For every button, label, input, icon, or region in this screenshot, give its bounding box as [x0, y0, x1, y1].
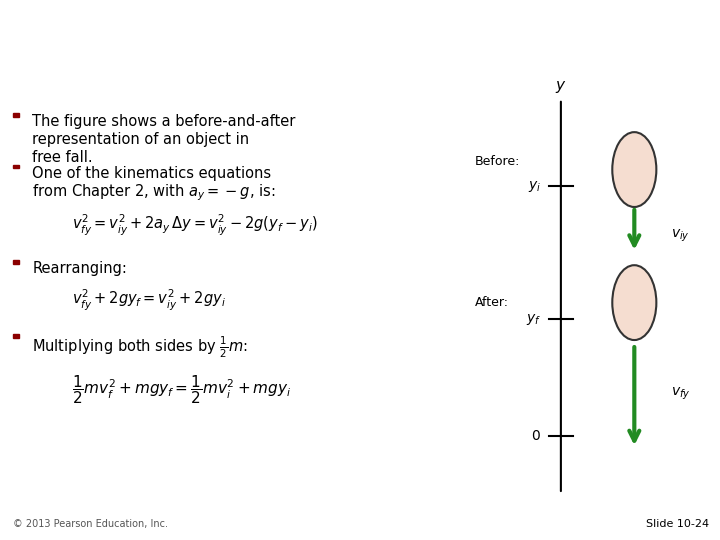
Text: representation of an object in: representation of an object in [32, 132, 250, 147]
Circle shape [612, 132, 657, 207]
Text: Kinetic Energy and Gravitational Potential: Kinetic Energy and Gravitational Potenti… [13, 25, 611, 49]
Text: $y_f$: $y_f$ [526, 312, 541, 327]
Text: $\dfrac{1}{2}mv_f^{2} + mgy_f = \dfrac{1}{2}mv_i^{2} + mgy_i$: $\dfrac{1}{2}mv_f^{2} + mgy_f = \dfrac{1… [72, 373, 292, 406]
Text: $y_i$: $y_i$ [528, 179, 541, 194]
Text: Slide 10-24: Slide 10-24 [646, 519, 709, 529]
Text: from Chapter 2, with $\mathit{a}_y = -g$, is:: from Chapter 2, with $\mathit{a}_y = -g$… [32, 183, 276, 204]
Text: $v_{fy}$: $v_{fy}$ [671, 386, 690, 402]
Circle shape [612, 265, 657, 340]
FancyBboxPatch shape [13, 334, 19, 338]
Text: $v_{fy}^{2} = v_{iy}^{2} + 2a_y\,\Delta y = v_{iy}^{2} - 2g(y_f - y_i)$: $v_{fy}^{2} = v_{iy}^{2} + 2a_y\,\Delta … [72, 213, 318, 238]
Text: The figure shows a before-and-after: The figure shows a before-and-after [32, 114, 296, 129]
Text: Before:: Before: [475, 155, 521, 168]
Text: free fall.: free fall. [32, 150, 93, 165]
Text: After:: After: [475, 296, 509, 309]
Text: Multiplying both sides by $\mathit{\frac{1}{2}m}$:: Multiplying both sides by $\mathit{\frac… [32, 335, 248, 360]
Text: $v_{iy}$: $v_{iy}$ [671, 228, 690, 244]
Text: $v_{fy}^{2} + 2gy_f = v_{iy}^{2} + 2gy_i$: $v_{fy}^{2} + 2gy_f = v_{iy}^{2} + 2gy_i… [72, 287, 226, 313]
Text: One of the kinematics equations: One of the kinematics equations [32, 166, 271, 181]
Text: Energy: Energy [13, 64, 112, 88]
FancyBboxPatch shape [13, 113, 19, 117]
Text: $0$: $0$ [531, 429, 541, 443]
Text: © 2013 Pearson Education, Inc.: © 2013 Pearson Education, Inc. [13, 519, 168, 529]
Text: Rearranging:: Rearranging: [32, 261, 127, 276]
FancyBboxPatch shape [13, 165, 19, 168]
Text: $y$: $y$ [555, 79, 567, 94]
FancyBboxPatch shape [13, 260, 19, 264]
